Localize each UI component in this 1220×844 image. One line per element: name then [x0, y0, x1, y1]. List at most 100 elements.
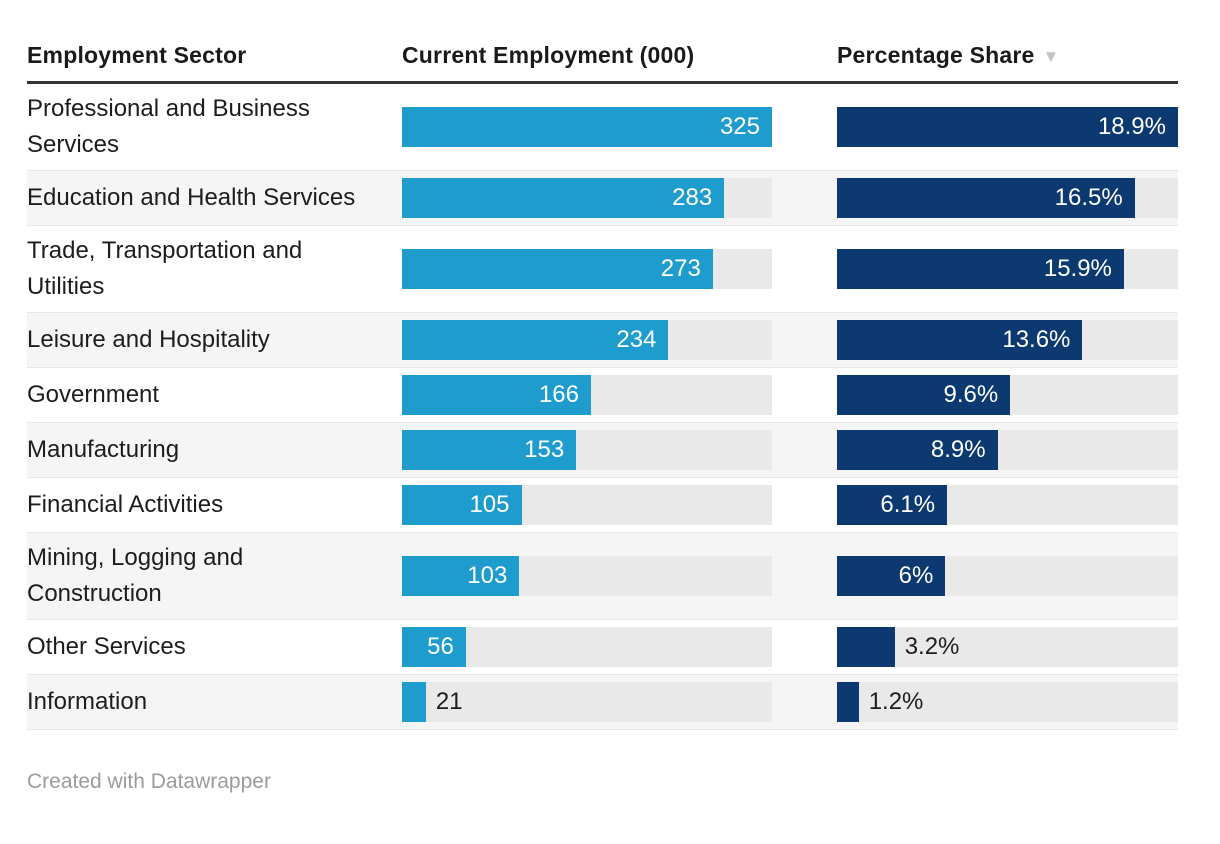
share-cell: 6%	[837, 556, 1178, 596]
column-header-percentage-share-label: Percentage Share	[837, 42, 1035, 68]
employment-bar	[402, 430, 577, 470]
employment-bar-track: 153	[402, 430, 772, 470]
share-cell: 3.2%	[837, 627, 1178, 667]
table-row: Financial Activities 105 6.1%	[27, 478, 1178, 533]
sector-label: Other Services	[27, 633, 186, 660]
employment-bar-track: 56	[402, 627, 772, 667]
employment-value-label: 325	[719, 113, 760, 140]
employment-bar	[402, 627, 466, 667]
share-value-label: 15.9%	[1043, 255, 1112, 282]
share-bar-track: 8.9%	[837, 430, 1178, 470]
share-value-label: 6%	[898, 562, 934, 589]
share-bar-track: 1.2%	[837, 682, 1178, 722]
share-value-label: 16.5%	[1054, 184, 1123, 211]
table-row: Information 21 1.2%	[27, 675, 1178, 730]
share-bar-track: 6%	[837, 556, 1178, 596]
share-value-label: 1.2%	[868, 688, 924, 715]
sector-label: Financial Activities	[27, 491, 224, 518]
share-bar	[837, 107, 1178, 147]
employment-value-label: 273	[660, 255, 701, 282]
employment-bar-track: 325	[402, 107, 772, 147]
datawrapper-credit-link[interactable]: Created with Datawrapper	[27, 770, 271, 793]
table-row: Trade, Transportation and Utilities 273 15…	[27, 226, 1178, 313]
share-bar	[837, 556, 946, 596]
employment-cell: 325	[402, 107, 837, 147]
share-cell: 15.9%	[837, 249, 1178, 289]
sort-descending-icon[interactable]: ▼	[1042, 47, 1060, 66]
share-bar-track: 18.9%	[837, 107, 1178, 147]
share-bar	[837, 430, 998, 470]
employment-value-label: 166	[538, 381, 579, 408]
table-row: Other Services 56 3.2%	[27, 620, 1178, 675]
table-row: Manufacturing 153 8.9%	[27, 423, 1178, 478]
employment-bar	[402, 320, 669, 360]
employment-value-label: 234	[616, 326, 657, 353]
sector-label: Manufacturing	[27, 436, 180, 463]
employment-value-label: 153	[524, 436, 565, 463]
table-row: Government 166 9.6%	[27, 368, 1178, 423]
sector-label: Trade, Transportation and Utilities	[27, 237, 303, 300]
share-bar-track: 15.9%	[837, 249, 1178, 289]
share-bar	[837, 485, 948, 525]
share-cell: 6.1%	[837, 485, 1178, 525]
employment-cell: 103	[402, 556, 837, 596]
share-bar-track: 9.6%	[837, 375, 1178, 415]
employment-bar-track: 234	[402, 320, 772, 360]
table-row: Mining, Logging and Construction 103 6%	[27, 533, 1178, 620]
employment-bar	[402, 556, 520, 596]
share-value-label: 3.2%	[904, 633, 960, 660]
table-body: Professional and Business Services 325 18.…	[27, 84, 1178, 730]
employment-cell: 153	[402, 430, 837, 470]
share-value-label: 6.1%	[880, 491, 936, 518]
employment-bar	[402, 682, 426, 722]
employment-bar-track: 105	[402, 485, 772, 525]
share-value-label: 13.6%	[1002, 326, 1071, 353]
share-bar	[837, 320, 1083, 360]
share-value-label: 8.9%	[930, 436, 986, 463]
share-bar	[837, 627, 895, 667]
share-cell: 8.9%	[837, 430, 1178, 470]
employment-bar	[402, 485, 522, 525]
employment-bar-track: 283	[402, 178, 772, 218]
employment-bar-track: 21	[402, 682, 772, 722]
employment-cell: 234	[402, 320, 837, 360]
table-header-row: Employment Sector Current Employment (00…	[27, 42, 1178, 84]
sector-label: Information	[27, 688, 148, 715]
employment-cell: 166	[402, 375, 837, 415]
employment-bar-track: 103	[402, 556, 772, 596]
employment-cell: 21	[402, 682, 837, 722]
table-row: Professional and Business Services 325 18.…	[27, 84, 1178, 171]
share-value-label: 18.9%	[1097, 113, 1166, 140]
employment-cell: 273	[402, 249, 837, 289]
employment-cell: 283	[402, 178, 837, 218]
share-value-label: 9.6%	[943, 381, 999, 408]
employment-bar-track: 273	[402, 249, 772, 289]
share-bar	[837, 249, 1124, 289]
footer: Created with Datawrapper	[27, 770, 1178, 794]
employment-value-label: 21	[435, 688, 463, 715]
employment-bar	[402, 178, 725, 218]
share-cell: 1.2%	[837, 682, 1178, 722]
sector-label: Government	[27, 381, 160, 408]
employment-value-label: 103	[467, 562, 508, 589]
share-bar-track: 16.5%	[837, 178, 1178, 218]
column-header-current-employment[interactable]: Current Employment (000)	[402, 42, 695, 68]
employment-bar	[402, 249, 713, 289]
column-header-percentage-share[interactable]: Percentage Share ▼	[837, 42, 1178, 69]
column-header-employment-sector[interactable]: Employment Sector	[27, 42, 247, 68]
share-cell: 13.6%	[837, 320, 1178, 360]
employment-cell: 105	[402, 485, 837, 525]
share-cell: 18.9%	[837, 107, 1178, 147]
table-row: Education and Health Services 283 16.5%	[27, 171, 1178, 226]
sector-label: Education and Health Services	[27, 184, 356, 211]
sector-label: Professional and Business Services	[27, 95, 310, 158]
employment-value-label: 283	[672, 184, 713, 211]
table-row: Leisure and Hospitality 234 13.6%	[27, 313, 1178, 368]
share-bar-track: 13.6%	[837, 320, 1178, 360]
employment-bar	[402, 107, 772, 147]
employment-cell: 56	[402, 627, 837, 667]
sector-label: Leisure and Hospitality	[27, 326, 270, 353]
share-bar	[837, 178, 1135, 218]
share-bar-track: 6.1%	[837, 485, 1178, 525]
